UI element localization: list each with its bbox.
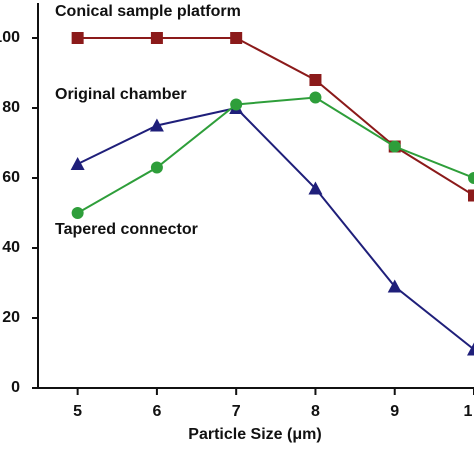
marker — [309, 91, 322, 104]
y-tick-label: 80 — [2, 99, 20, 116]
marker — [71, 207, 84, 219]
y-tick-label: 60 — [2, 169, 20, 186]
x-tick-label: 8 — [311, 403, 320, 420]
marker — [468, 189, 474, 202]
marker — [388, 140, 401, 153]
series-label: Original chamber — [55, 86, 187, 103]
x-tick-label: 1 — [464, 403, 473, 420]
marker — [467, 342, 474, 356]
x-tick-label: 5 — [73, 403, 82, 420]
marker — [387, 279, 402, 293]
series-line — [77, 106, 474, 351]
y-tick-label: 20 — [2, 309, 20, 326]
marker — [150, 161, 163, 174]
marker — [468, 172, 474, 184]
x-tick-label: 9 — [390, 403, 399, 420]
series-line — [77, 37, 474, 197]
marker — [309, 74, 322, 86]
y-tick-label: 0 — [11, 379, 20, 396]
x-axis-label: Particle Size (μm) — [188, 426, 321, 443]
x-tick-label: 7 — [232, 403, 241, 420]
y-tick-label: 40 — [2, 239, 20, 256]
marker — [71, 32, 84, 44]
series-line — [77, 96, 474, 214]
x-tick-label: 6 — [152, 403, 161, 420]
marker — [150, 32, 163, 44]
marker — [149, 118, 164, 132]
marker — [230, 32, 243, 44]
series-label: Tapered connector — [55, 221, 198, 238]
marker — [70, 157, 85, 170]
marker — [308, 181, 323, 195]
y-tick-label: 100 — [0, 29, 20, 46]
marker — [230, 98, 243, 111]
series-label: Conical sample platform — [55, 3, 241, 20]
